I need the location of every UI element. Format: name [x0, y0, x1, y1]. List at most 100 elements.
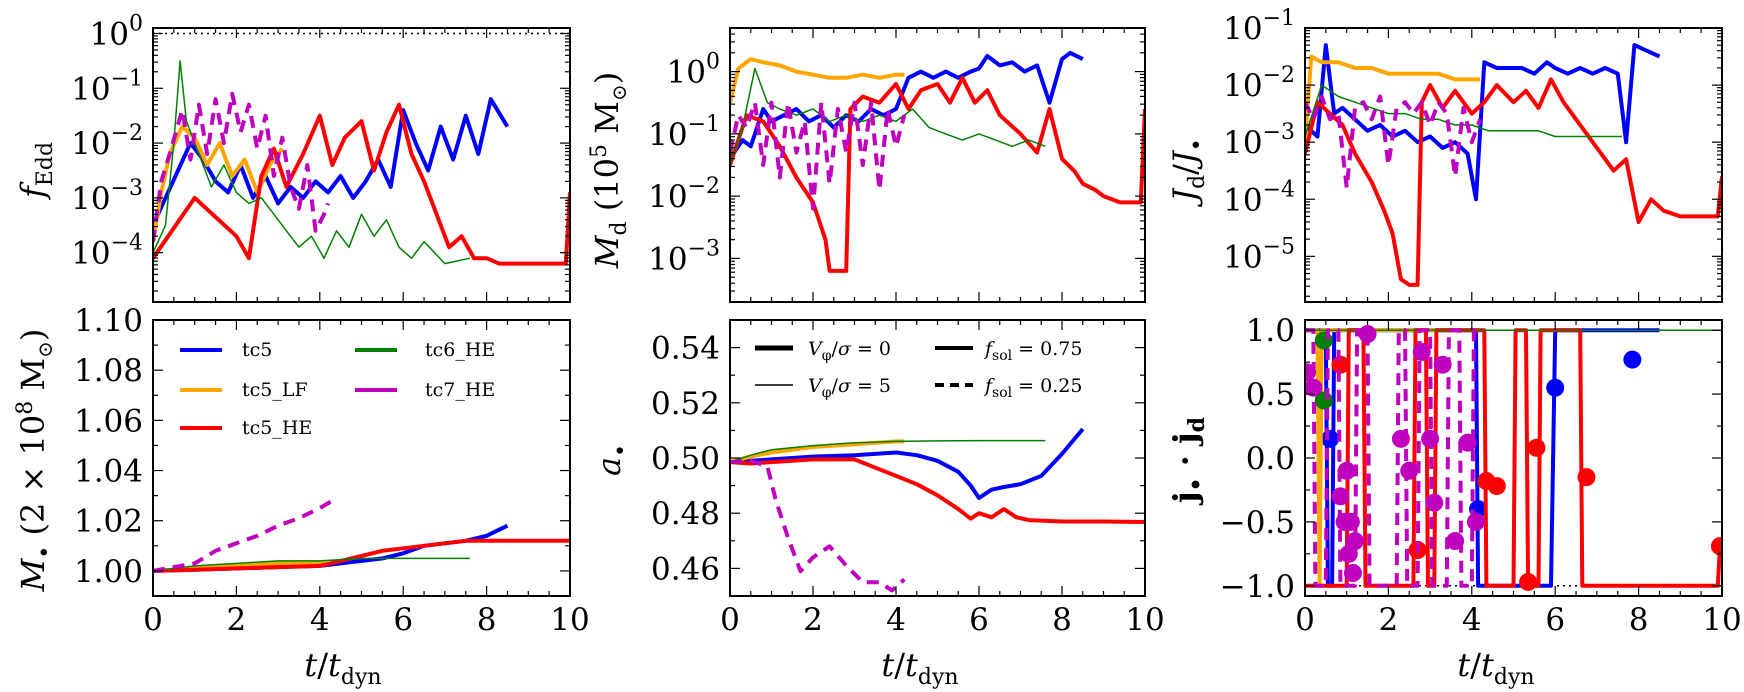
panel-jdot: 0 2 4 6 8 10 −1.0 −0.5 0.0 0.5 1.0	[1220, 313, 1742, 638]
data-point-jdot-tc5-he-6	[1577, 468, 1596, 487]
data-point-jdot-tc7-he-9	[1358, 325, 1377, 344]
data-point-jdot-tc7-he-11	[1400, 461, 1419, 480]
ytick-label-jdot: −1.0	[1220, 569, 1295, 605]
xtick-label-spin: 10	[1125, 602, 1164, 638]
ytick-label-fedd: 10−3	[71, 176, 143, 217]
data-point-jdot-tc5-he-4	[1519, 572, 1538, 591]
legend-entry-tc5: tc5	[180, 339, 272, 361]
ytick-label-jd: 10−2	[1223, 63, 1295, 104]
series-line-md-tc5-lf	[730, 57, 905, 104]
data-point-jdot-tc5-he-0	[1331, 355, 1350, 374]
xtick-label-jdot: 10	[1702, 602, 1741, 638]
panel-spin: 0 2 4 6 8 10 0.46 0.48 0.50 0.52 0.54	[651, 319, 1165, 638]
ytick-label-mbh: 1.00	[74, 554, 143, 590]
ytick-label-jd: 10−1	[1223, 6, 1295, 47]
svg-text:M• (2 × 108 M⊙): M• (2 × 108 M⊙)	[13, 329, 58, 593]
xtick-label-mbh: 2	[227, 602, 247, 638]
xtick-label-jdot: 0	[1295, 602, 1315, 638]
series-line-spin-tc6-he	[730, 439, 1046, 463]
svg-text:t/tdyn: t/tdyn	[1457, 646, 1534, 690]
style-legend-thin: Vφ/σ = 5	[755, 375, 891, 401]
series-line-mbh-tc6-he	[153, 557, 470, 572]
ylabel-jdot: j• · jd	[1166, 417, 1210, 506]
ytick-label-jdot: 0.5	[1246, 377, 1295, 413]
data-point-jdot-tc7-he-2	[1331, 487, 1350, 506]
data-point-jdot-tc5-he-3	[1487, 477, 1506, 496]
ytick-label-md: 10−1	[648, 112, 720, 153]
color-legend: tc5 tc5_LF tc5_HE tc6_HE tc7_HE	[180, 339, 495, 439]
ytick-label-mbh: 1.04	[74, 454, 143, 490]
ytick-label-fedd: 10−1	[71, 66, 143, 107]
data-point-jdot-tc7-he-0	[1305, 363, 1317, 382]
legend-entry-tc5-lf: tc5_LF	[180, 379, 308, 401]
xtick-label-spin: 8	[1052, 602, 1072, 638]
svg-text:tc5_HE: tc5_HE	[242, 417, 312, 439]
style-legend-dashed: fsol = 0.25	[935, 375, 1082, 401]
series-line-jd-tc7-he	[1305, 94, 1482, 190]
series-line-jd-tc6-he	[1305, 84, 1622, 138]
xtick-label-jdot: 8	[1629, 602, 1649, 638]
xlabel-mbh: t/tdyn	[304, 646, 381, 690]
svg-text:Vφ/σ = 0: Vφ/σ = 0	[808, 338, 891, 364]
data-point-jdot-tc7-he-18	[1466, 512, 1485, 531]
ytick-label-jd: 10−5	[1223, 234, 1295, 275]
series-line-spin-tc7-he	[730, 458, 906, 593]
ytick-label-jdot: −0.5	[1220, 505, 1295, 541]
panel-mbh: 0 2 4 6 8 10 1.00 1.02 1.04 1.06 1.08 1.10	[74, 303, 590, 638]
ytick-label-fedd: 10−2	[71, 121, 143, 162]
panel-md: 10−3 10−2 10−1 100	[648, 27, 1146, 303]
data-point-jdot-tc7-he-8	[1346, 532, 1365, 551]
ytick-label-jdot: 1.0	[1246, 313, 1295, 349]
svg-text:j• · jd: j• · jd	[1166, 417, 1210, 506]
style-legend-thick: Vφ/σ = 0	[755, 338, 891, 364]
svg-text:fsol = 0.25: fsol = 0.25	[983, 375, 1082, 401]
ylabel-jd: Jd/J•	[1166, 138, 1210, 208]
data-point-jdot-tc5-he-5	[1527, 438, 1546, 457]
series-line-jdot-tc5-he	[1305, 328, 1722, 588]
data-point-jdot-tc7-he-12	[1412, 342, 1431, 361]
data-point-jdot-tc7-he-4	[1337, 461, 1356, 480]
xlabel-jdot: t/tdyn	[1457, 646, 1534, 690]
svg-text:Md (105 M⊙): Md (105 M⊙)	[587, 72, 632, 269]
ytick-label-md: 10−2	[648, 174, 720, 215]
ytick-label-spin: 0.50	[651, 441, 720, 477]
ytick-label-spin: 0.54	[651, 331, 720, 367]
plot-area-mbh	[153, 498, 570, 573]
data-point-jdot-tc7-he-10	[1391, 429, 1410, 448]
plot-area-jdot	[1305, 325, 1722, 591]
data-point-jdot-tc5-he-7	[1710, 537, 1722, 556]
series-line-jdot-tc7-he	[1305, 328, 1481, 588]
series-line-md-tc5-he	[730, 75, 1145, 273]
svg-text:Vφ/σ = 5: Vφ/σ = 5	[808, 375, 891, 401]
xtick-label-spin: 6	[969, 602, 989, 638]
plot-area-jd	[1305, 43, 1722, 287]
svg-text:t/tdyn: t/tdyn	[881, 646, 958, 690]
data-point-jdot-tc7-he-7	[1343, 564, 1362, 582]
data-point-jdot-tc5-0	[1321, 429, 1340, 448]
ytick-label-fedd: 100	[90, 11, 143, 52]
ytick-label-spin: 0.48	[651, 496, 720, 532]
axes-frame-fedd	[152, 27, 571, 303]
series-line-md-tc7-he	[730, 100, 907, 211]
ytick-label-spin: 0.46	[651, 551, 720, 587]
series-line-fedd-tc5-he	[153, 102, 570, 266]
xtick-label-spin: 4	[886, 602, 906, 638]
xlabel-spin: t/tdyn	[881, 646, 958, 690]
xtick-label-mbh: 4	[310, 602, 330, 638]
data-point-jdot-tc5-2	[1546, 378, 1565, 397]
series-line-md-tc5	[730, 50, 1084, 160]
ytick-label-md: 10−3	[648, 236, 720, 277]
svg-text:fsol = 0.75: fsol = 0.75	[983, 338, 1082, 364]
ytick-label-mbh: 1.02	[74, 504, 143, 540]
series-line-spin-tc5-he	[730, 457, 1145, 524]
data-point-jdot-tc6-he-1	[1314, 331, 1333, 350]
data-point-jdot-tc7-he-1	[1305, 378, 1323, 397]
xtick-label-spin: 2	[803, 602, 823, 638]
data-point-jdot-tc7-he-15	[1433, 355, 1452, 374]
data-point-jdot-tc7-he-13	[1421, 429, 1440, 448]
svg-text:a•: a•	[590, 444, 634, 476]
data-point-jdot-tc5-3	[1623, 350, 1642, 369]
xtick-label-mbh: 0	[143, 602, 163, 638]
plot-area-md	[730, 50, 1145, 273]
legend-entry-tc5-he: tc5_HE	[180, 417, 312, 439]
